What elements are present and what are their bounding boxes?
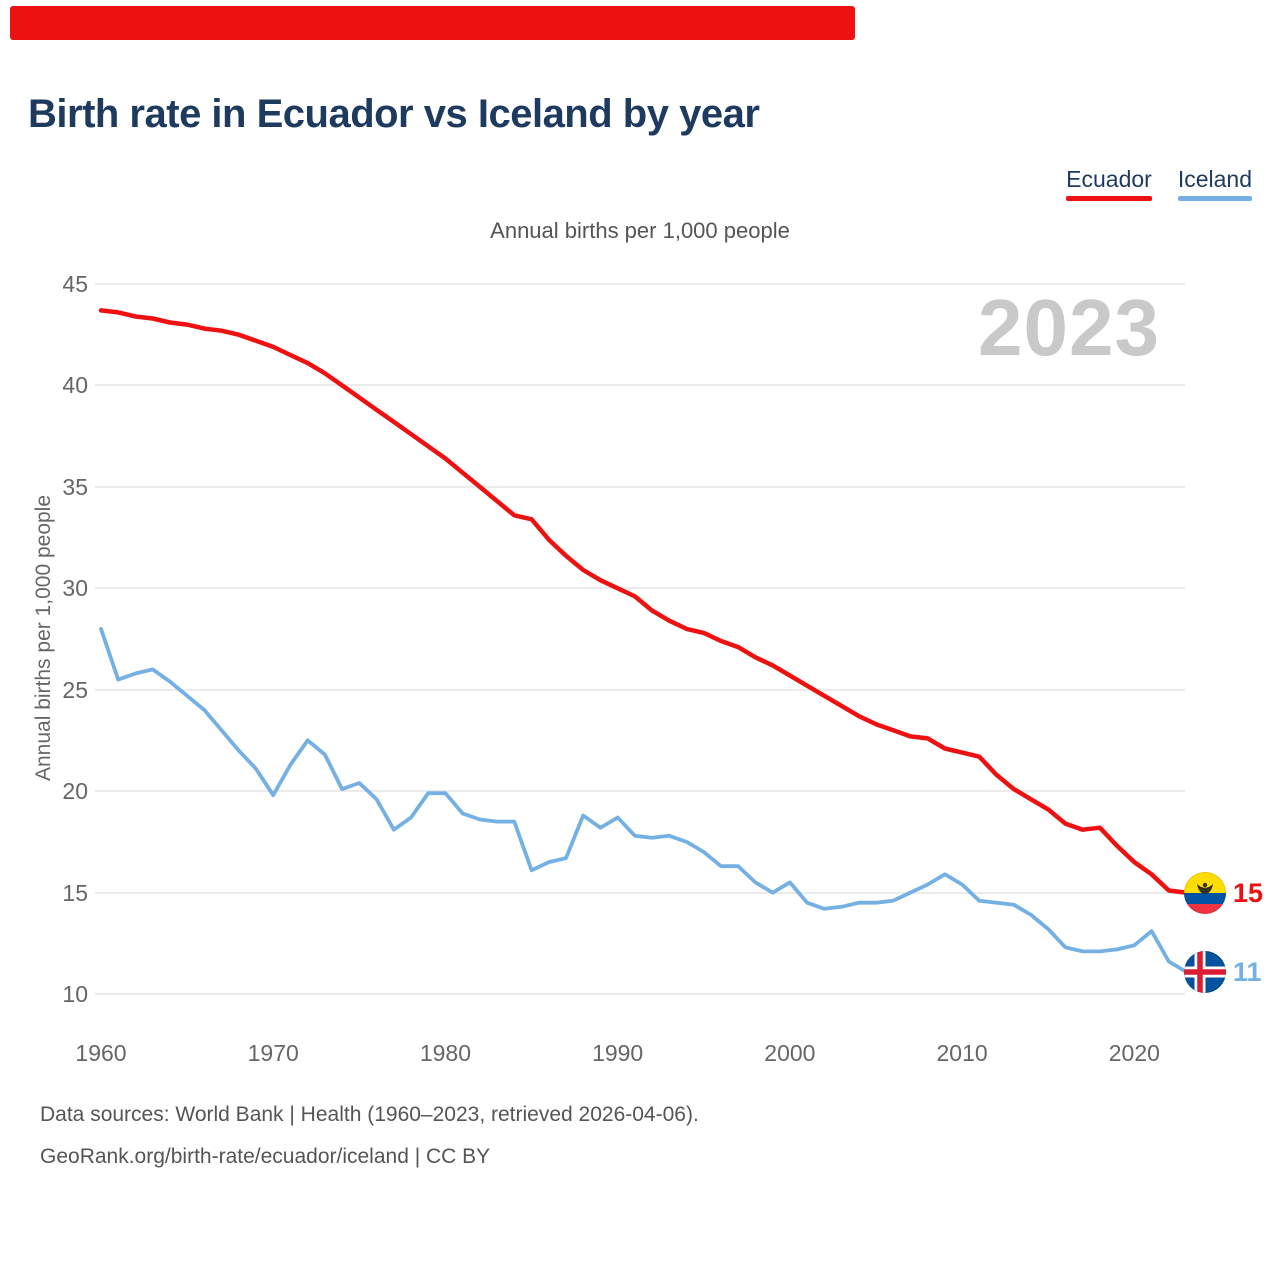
x-tick-label: 1960 [75,1040,127,1066]
page-title: Birth rate in Ecuador vs Iceland by year [28,92,760,136]
y-tick-label: 30 [62,575,88,602]
legend-underline-iceland [1177,196,1252,201]
year-watermark: 2023 [978,283,1160,372]
legend-label-iceland: Iceland [1177,166,1252,192]
iceland-end-value: 11 [1233,956,1262,987]
x-tick-label: 2010 [936,1040,988,1066]
legend-item-ecuador[interactable]: Ecuador [1066,166,1152,201]
footer: Data sources: World Bank | Health (1960–… [40,1094,699,1178]
x-tick-label: 2020 [1108,1040,1160,1066]
y-axis-label: Annual births per 1,000 people [32,494,55,782]
legend-underline-ecuador [1066,196,1152,201]
ecuador-flag-icon [1184,871,1226,914]
gridline [95,993,1185,995]
iceland-flag-icon [1184,950,1226,993]
x-tick-label: 1990 [592,1040,644,1066]
x-tick-label: 1980 [419,1040,472,1066]
gridline [95,587,1185,590]
gridline [95,485,1185,488]
footer-sources: Data sources: World Bank | Health (1960–… [40,1103,699,1126]
footer-attribution: GeoRank.org/birth-rate/ecuador/iceland |… [40,1145,491,1168]
y-tick-label: 10 [62,981,88,1007]
legend-label-ecuador: Ecuador [1066,166,1152,192]
chart-subtitle: Annual births per 1,000 people [490,218,790,243]
gridline [95,384,1185,387]
legend-item-iceland[interactable]: Iceland [1177,166,1252,201]
y-tick-label: 40 [62,372,88,399]
y-tick-label: 20 [62,778,88,805]
gridline [95,283,1185,285]
x-tick-label: 2000 [764,1040,816,1066]
ecuador-end-value: 15 [1233,877,1264,908]
y-tick-label: 35 [62,473,88,500]
top-banner [10,6,855,40]
gridline [95,790,1185,793]
x-tick-label: 1970 [247,1040,299,1066]
legend: Ecuador Iceland [1066,166,1252,201]
y-tick-label: 15 [62,879,88,906]
ecuador-line [98,308,1189,895]
iceland-line [99,627,1188,974]
y-tick-label: 45 [62,271,88,297]
gridline [95,688,1185,691]
gridline [95,891,1185,894]
y-tick-label: 25 [62,676,88,703]
